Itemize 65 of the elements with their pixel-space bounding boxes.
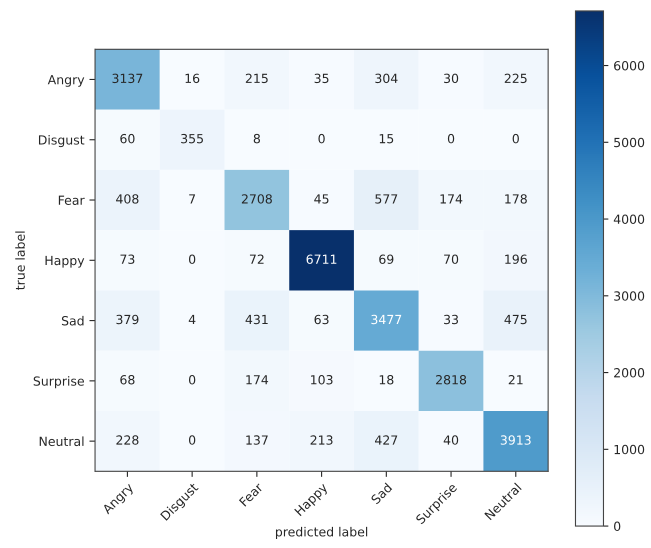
data-label: 137 [246, 435, 268, 445]
y-tick-label: Sad [62, 316, 84, 326]
data-label: 174 [440, 194, 462, 204]
color-bar-label: 6000 [614, 61, 644, 70]
y-tick-label: Disgust [38, 134, 84, 148]
color-bar-label: 4000 [614, 214, 644, 224]
data-label: 0 [448, 134, 454, 144]
data-label: 72 [250, 254, 264, 264]
data-label: 60 [120, 134, 135, 144]
data-label: 69 [379, 254, 394, 264]
data-label: 45 [314, 194, 328, 204]
data-label: 6711 [306, 254, 336, 264]
data-label: 0 [188, 254, 196, 264]
data-label: 8 [254, 134, 260, 144]
data-label: 408 [116, 194, 138, 204]
data-label: 0 [512, 134, 519, 144]
color-bar-label: 0 [614, 522, 620, 532]
y-tick-label: Happy [46, 256, 84, 268]
data-label: 7 [189, 194, 196, 204]
color-bar-label: 5000 [614, 138, 644, 148]
color-bar-label: 3000 [614, 291, 644, 301]
data-label: 379 [116, 314, 138, 324]
data-label: 0 [318, 134, 325, 144]
data-label: 0 [188, 435, 196, 445]
data-label: 18 [380, 375, 394, 384]
data-label: 2818 [436, 375, 466, 384]
color-bar-label: 1000 [614, 444, 644, 454]
data-label: 213 [310, 435, 333, 445]
y-axis-title: true label [15, 232, 25, 290]
data-label: 4 [188, 314, 196, 324]
data-label: 103 [311, 375, 333, 384]
data-label: 228 [116, 435, 138, 445]
data-label: 355 [181, 134, 203, 144]
x-axis-title: predicted label [276, 526, 368, 539]
data-label: 174 [246, 375, 268, 384]
data-label: 0 [188, 375, 196, 384]
data-label: 70 [444, 254, 458, 264]
data-label: 73 [120, 254, 134, 264]
data-label: 215 [246, 74, 268, 84]
data-label: 63 [314, 314, 329, 324]
data-label: 178 [505, 194, 527, 204]
data-label: 3477 [371, 314, 402, 324]
data-label: 30 [444, 74, 458, 84]
data-label: 225 [504, 74, 527, 84]
y-tick-label: Angry [48, 75, 84, 87]
data-label: 21 [508, 375, 523, 384]
data-label: 33 [444, 314, 458, 324]
data-label: 3137 [112, 74, 142, 84]
data-label: 475 [504, 314, 527, 324]
data-label: 35 [314, 74, 328, 84]
data-label: 577 [375, 194, 398, 204]
data-label: 196 [505, 254, 527, 264]
data-label: 3913 [500, 435, 531, 445]
data-label: 16 [186, 74, 200, 84]
y-tick-label: Fear [58, 196, 85, 205]
data-label: 40 [444, 435, 458, 445]
y-tick-label: Surprise [34, 376, 84, 388]
data-label: 431 [246, 314, 268, 324]
data-label: 68 [120, 375, 135, 384]
data-label: 15 [380, 134, 394, 144]
data-label: 304 [375, 74, 398, 84]
data-label: 2708 [242, 194, 272, 204]
data-label: 427 [375, 435, 398, 445]
color-bar-label: 2000 [614, 368, 644, 378]
y-tick-label: Neutral [40, 436, 84, 446]
